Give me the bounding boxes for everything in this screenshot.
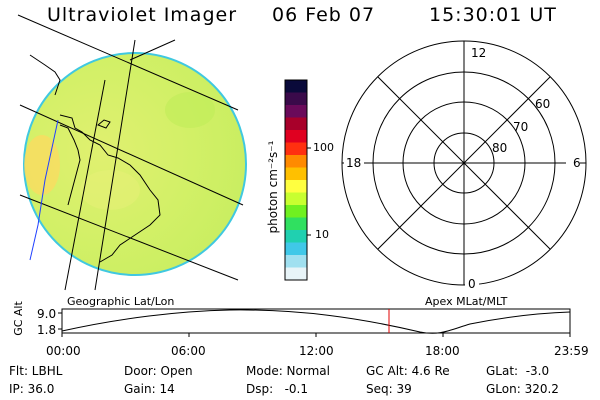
mlat-label-70: 70 [513,120,529,134]
time-label-1200: 12:00 [299,344,334,358]
instrument-title: Ultraviolet Imager [47,4,238,26]
mlat-label-60: 60 [535,97,551,111]
colorbar-band [285,117,307,131]
mlt-label-6: 6 [573,156,581,170]
colorbar-band [285,92,307,106]
glat-info: GLat: -3.0 [486,364,550,378]
apex-label: Apex MLat/MLT [425,295,508,308]
gc-alt-info: GC Alt: 4.6 Re [366,364,450,378]
colorbar-band [285,192,307,206]
coastline [59,114,161,263]
colorbar-band [285,230,307,243]
colorbar-band [285,155,307,168]
altitude-tick-1: 1.8 [37,323,57,337]
image-time: 15:30:01 UT [429,4,557,26]
colorbar-band [285,167,307,181]
image-date: 06 Feb 07 [272,4,376,26]
gain-info: Gain: 14 [124,382,175,396]
ip-info: IP: 36.0 [9,382,55,396]
mlat-label-80: 80 [492,141,508,155]
colorbar-tick-10: 10 [315,228,329,241]
door-info: Door: Open [124,364,193,378]
altitude-tick-9: 9.0 [37,307,57,321]
mode-info: Mode: Normal [246,364,330,378]
colorbar-band [285,142,307,156]
time-label-0000: 00:00 [46,344,81,358]
mlt-label-12: 12 [471,46,487,60]
seq-info: Seq: 39 [366,382,412,396]
altitude-ylabel: GC Alt [11,301,25,336]
colorbar-tick-100: 100 [313,141,334,154]
colorbar-band [285,255,307,268]
mlt-label-18: 18 [346,156,362,170]
time-label-1800: 18:00 [425,344,460,358]
glon-info: GLon: 320.2 [486,382,559,396]
filter-info: Flt: LBHL [9,364,63,378]
geographic-grid [17,14,244,291]
dsp-info: Dsp: -0.1 [246,382,309,396]
time-label-0600: 06:00 [171,344,206,358]
time-label-2359: 23:59 [554,344,589,358]
geographic-label: Geographic Lat/Lon [67,295,175,308]
colorbar-band [285,180,307,193]
colorbar-band [285,217,307,231]
mlt-label-0: 0 [468,277,476,291]
colorbar-band [285,242,307,256]
colorbar-band [285,205,307,218]
colorbar-band [285,267,307,281]
colorbar-band [285,130,307,143]
colorbar-band [285,105,307,118]
colorbar-band [285,80,307,93]
